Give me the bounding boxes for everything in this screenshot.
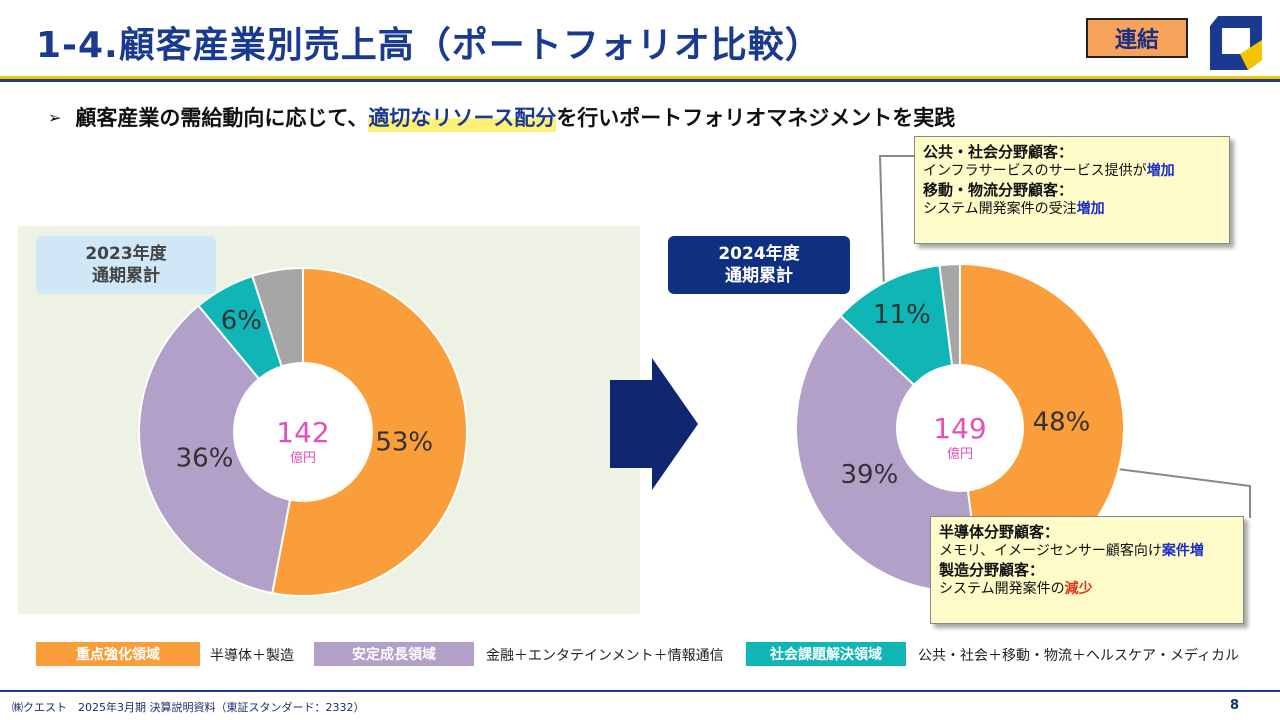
page-title: 1-4.顧客産業別売上高（ポートフォリオ比較） <box>36 25 822 66</box>
callout-top-line-2-text: システム開発案件の受注 <box>923 201 1077 217</box>
legend-label-focus: 重点強化領域 <box>76 647 160 663</box>
callout-bottom-heading-1: 半導体分野顧客： <box>939 523 1060 541</box>
key-message: ➢ 顧客産業の需給動向に応じて、 適切なリソース配分 を行いポートフォリオマネジメン… <box>48 102 955 132</box>
callout-semiconductor-manufacturing: 半導体分野顧客： メモリ、イメージセンサー顧客向け案件増 製造分野顧客： システ… <box>930 516 1244 624</box>
legend-swatch-focus: 重点強化領域 <box>36 642 200 666</box>
pie2-label-3: 11% <box>873 300 931 330</box>
fy2024-subtitle: 通期累計 <box>725 266 793 286</box>
comparison-arrow-icon <box>610 358 698 490</box>
footer-source: ㈱クエスト 2025年3月期 決算説明資料（東証スタンダード：2332） <box>12 701 365 714</box>
key-message-suffix: を行いポートフォリオマネジメントを実践 <box>556 106 956 130</box>
callout-top-leader <box>878 155 916 291</box>
footer-rule <box>0 690 1280 692</box>
fy2024-title: 2024年度 <box>718 244 800 264</box>
callout-top-line-1-text: インフラサービスのサービス提供が <box>923 163 1147 179</box>
callout-bottom-line-1-emphasis: 案件増 <box>1161 543 1204 559</box>
pie2-label-1: 48% <box>1033 408 1091 438</box>
pie2-total: 149 <box>933 412 986 445</box>
callout-public-mobility: 公共・社会分野顧客： インフラサービスのサービス提供が増加 移動・物流分野顧客：… <box>914 136 1230 244</box>
legend-swatch-stable: 安定成長領域 <box>314 642 474 666</box>
legend-desc-focus: 半導体＋製造 <box>210 648 294 664</box>
pie1-total: 142 <box>276 416 329 449</box>
callout-bottom-leader <box>1093 465 1251 518</box>
legend-label-stable: 安定成長領域 <box>352 647 436 663</box>
consolidated-badge: 連結 <box>1086 18 1188 58</box>
pie1-slice-2 <box>138 304 305 595</box>
title-underline-blue <box>0 79 1280 82</box>
legend-swatch-social: 社会課題解決領域 <box>746 642 906 666</box>
callout-top-line-2: システム開発案件の受注増加 <box>923 200 1221 219</box>
pie2-label-2: 39% <box>841 460 899 490</box>
page-number: 8 <box>1230 698 1240 713</box>
pie1-label-1: 53% <box>375 428 433 458</box>
key-message-prefix: 顧客産業の需給動向に応じて、 <box>75 106 369 130</box>
callout-bottom-line-2: システム開発案件の減少 <box>939 580 1235 599</box>
callout-top-heading-1: 公共・社会分野顧客： <box>923 143 1074 161</box>
callout-bottom-line-2-text: システム開発案件の <box>939 581 1065 597</box>
callout-bottom-line-1: メモリ、イメージセンサー顧客向け案件増 <box>939 542 1235 561</box>
fy2023-subtitle: 通期累計 <box>92 266 160 286</box>
pie1-unit: 億円 <box>290 450 316 466</box>
callout-bottom-line-2-emphasis: 減少 <box>1064 581 1093 597</box>
callout-top-line-2-emphasis: 増加 <box>1076 201 1105 217</box>
legend-desc-social: 公共・社会＋移動・物流＋ヘルスケア・メディカル <box>918 648 1240 664</box>
pie2-unit: 億円 <box>947 446 973 462</box>
pie2-center <box>896 364 1024 492</box>
callout-top-heading-2: 移動・物流分野顧客： <box>923 181 1074 199</box>
legend-desc-stable: 金融＋エンタテインメント＋情報通信 <box>486 648 724 664</box>
fy2023-title: 2023年度 <box>85 244 167 264</box>
legend-label-social: 社会課題解決領域 <box>770 647 882 663</box>
pie1-center <box>233 362 373 502</box>
fy2024-label: 2024年度 通期累計 <box>668 236 850 294</box>
callout-top-line-1-emphasis: 増加 <box>1146 163 1175 179</box>
pie1-label-2: 36% <box>176 443 234 473</box>
pie1-label-3: 6% <box>221 306 262 336</box>
key-message-highlight: 適切なリソース配分 <box>368 102 557 132</box>
callout-bottom-line-1-text: メモリ、イメージセンサー顧客向け <box>939 543 1162 559</box>
callout-top-line-1: インフラサービスのサービス提供が増加 <box>923 162 1221 181</box>
callout-bottom-heading-2: 製造分野顧客： <box>939 561 1045 579</box>
arrowhead-bullet-icon: ➢ <box>48 107 62 127</box>
company-logo-icon <box>1210 16 1262 70</box>
fy2023-label: 2023年度 通期累計 <box>36 236 216 294</box>
title-underline-yellow <box>0 76 1280 79</box>
